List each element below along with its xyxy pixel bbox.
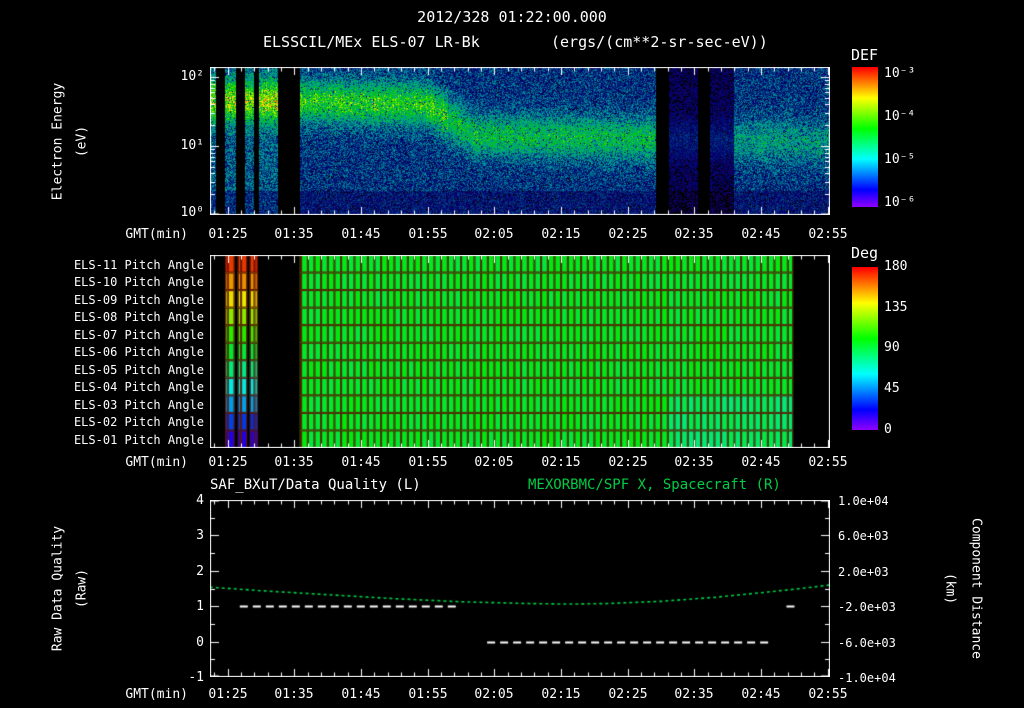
pitch-row-label: ELS-11 Pitch Angle <box>73 258 204 272</box>
colorbar-tick-label: 45 <box>884 381 900 396</box>
def-colorbar <box>852 67 878 207</box>
y-axis-label-electron-energy: Electron Energy <box>50 82 66 201</box>
x-tick-label: 02:15 <box>541 687 581 702</box>
page-title-timestamp: 2012/328 01:22:00.000 <box>417 8 607 26</box>
colorbar-tick-label: 10⁻⁵ <box>884 152 916 167</box>
x-tick-label: 02:45 <box>741 227 781 242</box>
x-axis-label-gmt-2: GMT(min) <box>125 455 188 470</box>
x-tick-label: 02:05 <box>474 455 514 470</box>
pitch-row-label: ELS-01 Pitch Angle <box>73 433 204 447</box>
x-tick-label: 02:25 <box>608 455 648 470</box>
colorbar-tick-label: 10⁻⁶ <box>884 195 916 210</box>
x-tick-label: 02:25 <box>608 227 648 242</box>
x-tick-label: 01:55 <box>408 687 448 702</box>
x-tick-label: 02:55 <box>808 455 848 470</box>
pitch-row-label: ELS-09 Pitch Angle <box>73 293 204 307</box>
x-tick-label: 01:55 <box>408 227 448 242</box>
x-tick-label: 02:15 <box>541 227 581 242</box>
x-tick-label: 01:25 <box>208 687 248 702</box>
y-axis-label-raw: (Raw) <box>74 568 90 609</box>
colorbar-def-label: DEF <box>851 46 879 64</box>
colorbar-tick-label: 135 <box>884 300 908 315</box>
x-tick-label: 02:05 <box>474 227 514 242</box>
right-axis-label-km: (km) <box>942 572 958 605</box>
right-tick-label: 1.0e+04 <box>838 494 889 508</box>
colorbar-deg-label: Deg <box>851 244 879 262</box>
y-axis-label-ev: (eV) <box>74 125 90 158</box>
pitch-row-label: ELS-10 Pitch Angle <box>73 275 204 289</box>
pitch-row-label: ELS-05 Pitch Angle <box>73 363 204 377</box>
x-tick-label: 02:55 <box>808 687 848 702</box>
x-tick-label: 02:35 <box>674 455 714 470</box>
y-tick-label: 10¹ <box>180 138 204 153</box>
x-tick-label: 02:05 <box>474 687 514 702</box>
x-tick-label: 01:45 <box>341 687 381 702</box>
y-tick-label: 2 <box>196 564 204 579</box>
x-tick-label: 02:45 <box>741 687 781 702</box>
electron-spectrogram-canvas <box>210 67 830 215</box>
colorbar-tick-label: 0 <box>884 422 892 437</box>
pitch-row-label: ELS-06 Pitch Angle <box>73 345 204 359</box>
right-tick-label: -1.0e+04 <box>838 671 896 685</box>
x-axis-label-gmt-1: GMT(min) <box>125 227 188 242</box>
pitch-row-label: ELS-07 Pitch Angle <box>73 328 204 342</box>
x-tick-label: 02:25 <box>608 687 648 702</box>
x-tick-label: 01:45 <box>341 455 381 470</box>
x-tick-label: 02:15 <box>541 455 581 470</box>
deg-colorbar <box>852 267 878 430</box>
plot-units: (ergs/(cm**2-sr-sec-eV)) <box>551 33 768 51</box>
y-tick-label: 1 <box>196 599 204 614</box>
x-tick-label: 02:35 <box>674 687 714 702</box>
y-axis-label-raw-data-quality: Raw Data Quality <box>50 525 66 652</box>
right-tick-label: -2.0e+03 <box>838 600 896 614</box>
right-series-title: MEXORBMC/SPF X, Spacecraft (R) <box>528 477 781 493</box>
y-tick-label: 10² <box>180 69 204 84</box>
x-tick-label: 01:25 <box>208 455 248 470</box>
y-tick-label: 0 <box>196 635 204 650</box>
y-tick-label: 4 <box>196 493 204 508</box>
colorbar-tick-label: 180 <box>884 259 908 274</box>
y-tick-label: 10⁰ <box>180 205 204 220</box>
right-tick-label: 2.0e+03 <box>838 565 889 579</box>
right-tick-label: -6.0e+03 <box>838 636 896 650</box>
pitch-row-label: ELS-02 Pitch Angle <box>73 415 204 429</box>
x-tick-label: 01:35 <box>274 455 314 470</box>
pitch-row-label: ELS-04 Pitch Angle <box>73 380 204 394</box>
right-axis-label-component-distance: Component Distance <box>968 518 984 659</box>
y-tick-label: 3 <box>196 528 204 543</box>
right-tick-label: 6.0e+03 <box>838 529 889 543</box>
x-tick-label: 02:55 <box>808 227 848 242</box>
plot-title: ELSSCIL/MEx ELS-07 LR-Bk <box>263 33 480 51</box>
x-tick-label: 02:45 <box>741 455 781 470</box>
x-tick-label: 02:35 <box>674 227 714 242</box>
x-tick-label: 01:35 <box>274 687 314 702</box>
x-tick-label: 01:55 <box>408 455 448 470</box>
pitch-row-label: ELS-03 Pitch Angle <box>73 398 204 412</box>
quality-distance-plot-canvas <box>210 500 830 677</box>
x-axis-label-gmt-3: GMT(min) <box>125 687 188 702</box>
left-series-title: SAF_BXuT/Data Quality (L) <box>210 477 421 493</box>
x-tick-label: 01:35 <box>274 227 314 242</box>
colorbar-tick-label: 10⁻⁴ <box>884 109 916 124</box>
x-tick-label: 01:25 <box>208 227 248 242</box>
colorbar-tick-label: 90 <box>884 340 900 355</box>
y-tick-label: -1 <box>188 670 204 685</box>
pitch-row-label: ELS-08 Pitch Angle <box>73 310 204 324</box>
x-tick-label: 01:45 <box>341 227 381 242</box>
pitch-angle-heatmap-canvas <box>210 255 830 448</box>
colorbar-tick-label: 10⁻³ <box>884 66 916 81</box>
